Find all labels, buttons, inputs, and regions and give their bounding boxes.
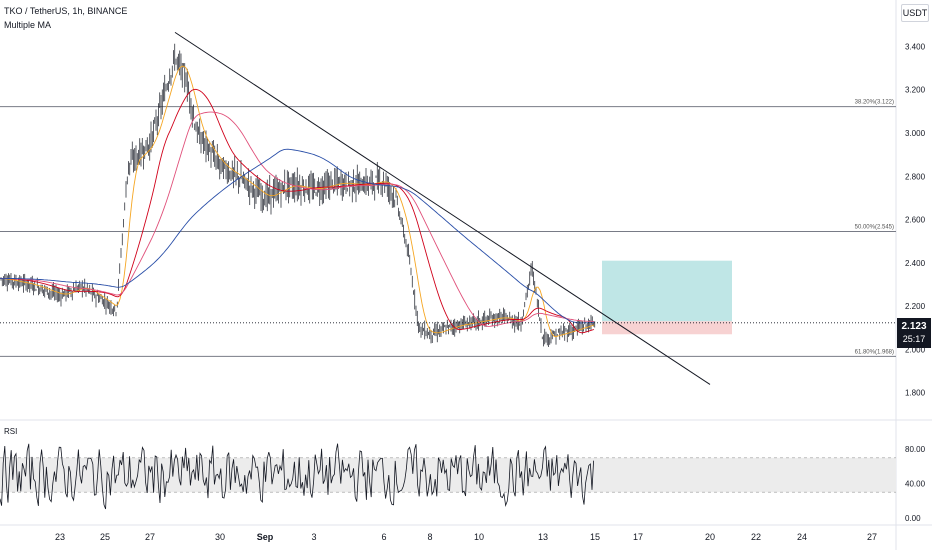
time-tick-label: 15 bbox=[590, 532, 600, 542]
fib-levels: 38.20%(3.122) 50.00%(2.545) 61.80%(1.968) bbox=[0, 100, 896, 357]
rsi-line bbox=[0, 443, 594, 510]
rsi-pane: 80.00 40.00 0.00 bbox=[0, 443, 926, 523]
time-tick-label: 30 bbox=[215, 532, 225, 542]
ma-slow-line bbox=[0, 111, 595, 327]
time-tick-label: 24 bbox=[797, 532, 807, 542]
time-axis-labels: 23 25 27 30 Sep 3 6 8 10 13 15 17 20 22 24 27 bbox=[55, 532, 877, 542]
position-zones bbox=[602, 260, 732, 335]
price-tick-label: 3.000 bbox=[905, 129, 926, 138]
trend-line bbox=[174, 31, 711, 385]
stop-zone bbox=[602, 321, 732, 335]
time-tick-label: 23 bbox=[55, 532, 65, 542]
fib-level-label: 50.00%(2.545) bbox=[855, 224, 894, 230]
rsi-tick-label: 0.00 bbox=[905, 514, 921, 523]
rsi-label[interactable]: RSI bbox=[4, 427, 18, 436]
time-tick-label: 3 bbox=[311, 532, 316, 542]
moving-averages bbox=[0, 65, 595, 338]
symbol-title[interactable]: TKO / TetherUS, 1h, BINANCE bbox=[4, 6, 128, 16]
ma-medium-line bbox=[0, 88, 595, 334]
time-tick-label: Sep bbox=[257, 532, 274, 542]
indicator-label[interactable]: Multiple MA bbox=[4, 20, 52, 30]
price-tick-label: 3.400 bbox=[905, 42, 926, 51]
candles bbox=[0, 43, 596, 347]
time-tick-label: 27 bbox=[867, 532, 877, 542]
last-price-tag: 2.123 25:17 bbox=[897, 318, 931, 348]
price-tick-label: 3.200 bbox=[905, 86, 926, 95]
currency-button[interactable]: USDT bbox=[901, 4, 929, 22]
time-tick-label: 8 bbox=[427, 532, 432, 542]
price-tick-label: 2.800 bbox=[905, 172, 926, 181]
price-tick-label: 2.000 bbox=[905, 345, 926, 354]
price-tick-label: 1.800 bbox=[905, 389, 926, 398]
fib-level-label: 38.20%(3.122) bbox=[855, 100, 894, 106]
time-tick-label: 27 bbox=[145, 532, 155, 542]
price-tick-label: 2.400 bbox=[905, 259, 926, 268]
target-zone bbox=[602, 260, 732, 322]
last-price-value: 2.123 bbox=[901, 321, 927, 332]
time-tick-label: 22 bbox=[751, 532, 761, 542]
trend-line-group[interactable] bbox=[174, 31, 711, 385]
price-tick-label: 2.600 bbox=[905, 216, 926, 225]
rsi-tick-label: 40.00 bbox=[905, 480, 926, 489]
fib-level-label: 61.80%(1.968) bbox=[855, 349, 894, 355]
bar-countdown: 25:17 bbox=[902, 334, 926, 344]
time-tick-label: 6 bbox=[381, 532, 386, 542]
price-axis-labels: 3.400 3.200 3.000 2.800 2.600 2.400 2.200 2.000… bbox=[905, 42, 926, 397]
price-tick-label: 2.200 bbox=[905, 302, 926, 311]
ma-long-line bbox=[0, 148, 595, 324]
time-tick-label: 20 bbox=[705, 532, 715, 542]
time-tick-label: 17 bbox=[633, 532, 643, 542]
time-tick-label: 13 bbox=[538, 532, 548, 542]
time-tick-label: 25 bbox=[100, 532, 110, 542]
rsi-tick-label: 80.00 bbox=[905, 445, 926, 454]
time-tick-label: 10 bbox=[474, 532, 484, 542]
